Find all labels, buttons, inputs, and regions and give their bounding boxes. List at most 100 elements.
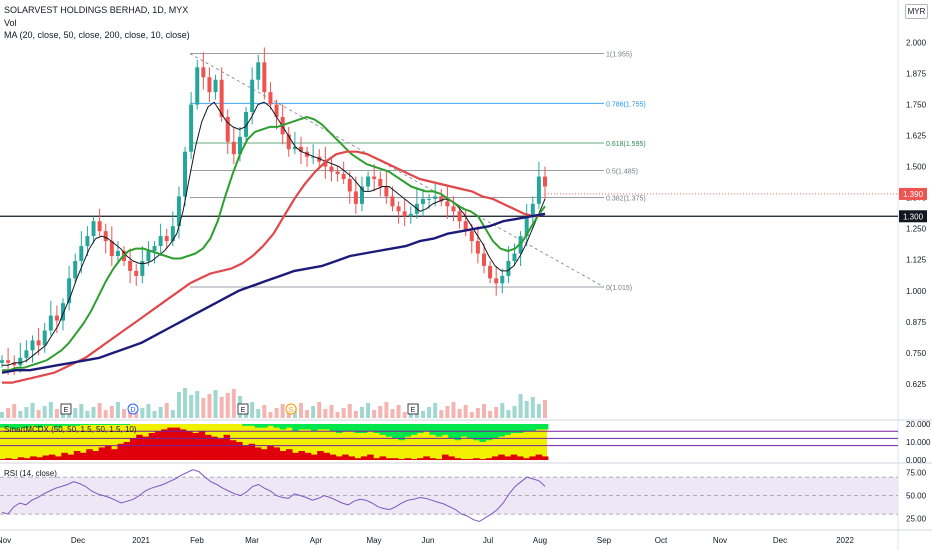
price-axis-tick: 0.750 [906,349,927,358]
mcdx-retailer-bar [435,424,443,437]
mcdx-retailer-bar [323,424,330,430]
rsi-axis-tick: 75.00 [906,468,927,477]
mcdx-banker-bar [248,443,256,460]
volume-bar [390,409,395,418]
volume-bar [311,406,316,418]
mcdx-banker-bar [204,434,212,460]
mcdx-banker-bar [48,454,56,460]
candle-body [323,161,328,167]
volume-bar [140,408,145,418]
mcdx-banker-bar [61,452,68,460]
candle-body [115,251,120,256]
mcdx-banker-bar [417,458,424,460]
volume-bar [305,410,310,418]
candle-body [189,104,194,152]
mcdx-retailer-bar [329,424,337,432]
candle-body [378,179,383,187]
volume-bar [402,412,407,418]
event-marker [127,403,139,415]
volume-bar [122,409,127,418]
candle-body [201,67,206,78]
mcdx-banker-bar [223,434,231,460]
candle-body [329,166,334,172]
volume-bar [475,408,480,418]
mcdx-banker-bar [298,451,306,460]
mcdx-banker-bar [285,449,293,460]
fib-trend-line [189,53,605,288]
volume-bar [396,405,401,418]
candle-body [42,330,47,346]
candle-body [445,201,450,207]
mcdx-retailer-bar [510,424,518,433]
ma-indicator-label[interactable]: MA (20, close, 50, close, 200, close, 10… [4,30,190,40]
event-marker-label: D [130,407,135,414]
vol-indicator-label[interactable]: Vol [4,18,17,28]
mcdx-banker-bar [466,459,474,460]
volume-bar [353,411,358,418]
mcdx-retailer-bar [285,424,293,428]
mcdx-banker-bar [454,458,462,460]
mcdx-banker-bar [55,456,62,460]
volume-bar [176,392,181,418]
mcdx-banker-bar [86,449,93,460]
mcdx-retailer-bar [48,424,56,426]
candle-body [475,241,480,254]
volume-bar [323,409,328,418]
mcdx-retailer-bar [104,424,112,425]
mcdx-banker-bar [442,454,449,460]
mcdx-banker-bar [236,442,243,460]
fib-level-label: 0.618(1.595) [606,141,646,148]
mcdx-banker-bar [229,440,237,460]
currency-badge[interactable]: MYR [905,4,928,19]
price-axis-tick: 1.750 [906,101,927,110]
candle-body [244,112,249,137]
volume-bar [79,404,84,418]
candle-body [85,236,90,247]
mcdx-retailer-bar [410,424,418,435]
volume-bar [91,407,96,418]
mcdx-retailer-bar [123,424,131,425]
mcdx-banker-bar [392,458,399,460]
candle-body [433,196,438,199]
mcdx-retailer-bar [55,424,62,428]
mcdx-banker-bar [360,456,368,460]
mcdx-banker-bar [80,452,87,460]
volume-bar [506,410,511,418]
candle-body [353,191,358,204]
volume-bar [268,412,273,418]
time-axis-label: Oct [655,536,668,545]
candle-body [225,116,230,142]
time-axis-label: Dec [71,536,85,545]
volume-bar [219,397,224,418]
mcdx-banker-bar [310,454,318,460]
volume-bar [530,397,535,418]
mcdx-retailer-bar [385,424,393,437]
mcdx-banker-bar [498,454,505,460]
candle-body [36,340,41,346]
volume-bar [341,408,346,418]
mcdx-banker-bar [161,429,168,460]
mcdx-banker-bar [429,458,437,460]
volume-bar [152,411,157,418]
volume-bar [433,403,438,418]
candle-body [341,174,346,180]
mcdx-retailer-bar [541,424,549,430]
volume-bar [445,406,450,418]
mcdx-retailer-bar [298,424,306,430]
volume-bar [543,400,547,418]
volume-bar [54,409,59,418]
mcdx-retailer-bar [348,424,355,432]
mcdx-retailer-bar [535,424,543,430]
mcdx-banker-bar [504,456,511,460]
mcdx-retailer-bar [335,424,343,433]
candle-body [24,350,29,358]
mcdx-banker-bar [73,451,81,460]
mcdx-banker-bar [148,433,156,460]
candle-body [488,265,493,279]
candle-body [518,236,523,254]
mcdx-retailer-bar [273,424,281,428]
volume-bar [439,410,444,418]
mcdx-retailer-bar [42,424,50,426]
candle-body [262,62,267,93]
